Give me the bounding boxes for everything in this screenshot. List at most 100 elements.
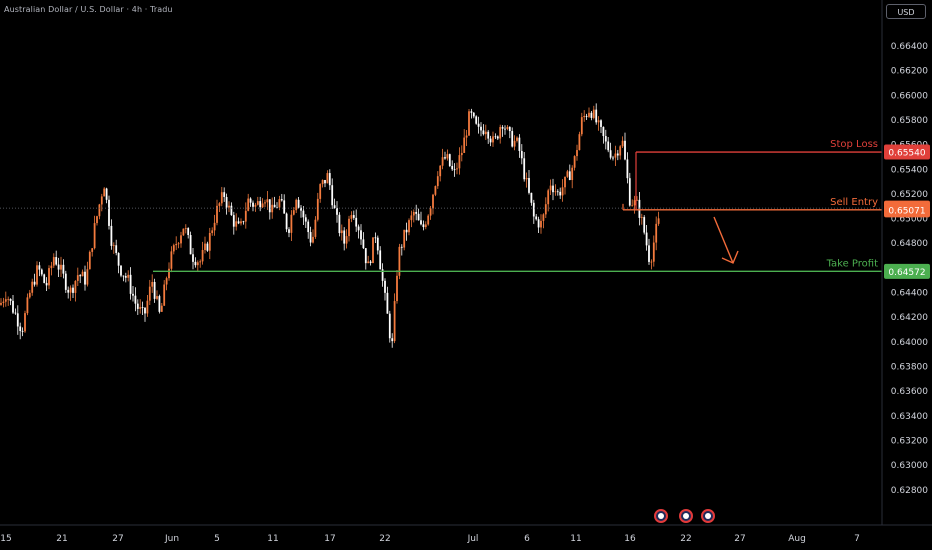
candle-body <box>24 313 26 332</box>
candle-body <box>432 194 434 209</box>
x-tick-label: 11 <box>570 534 581 544</box>
candle-body <box>381 269 384 281</box>
stop-loss-label: Stop Loss <box>830 139 878 150</box>
candle-body <box>175 244 178 246</box>
candle-body <box>232 215 235 227</box>
candle-body <box>43 274 46 283</box>
candle-body <box>182 228 185 236</box>
candle-body <box>501 127 504 129</box>
candle-body <box>504 128 506 130</box>
candle-body <box>614 153 617 158</box>
candle-body <box>211 230 214 233</box>
candle-body <box>86 269 89 285</box>
candle-body <box>144 307 146 314</box>
candle-body <box>93 223 96 249</box>
down-arrow-projection <box>713 216 739 264</box>
candle-body <box>564 176 566 188</box>
currency-selector[interactable]: USD <box>886 4 926 19</box>
candle-body <box>220 192 223 204</box>
x-tick-label: 11 <box>267 534 278 544</box>
candle-body <box>444 157 446 159</box>
candle-body <box>256 201 259 205</box>
candle-body <box>590 112 593 118</box>
candle-body <box>446 154 449 159</box>
candle-body <box>405 229 408 233</box>
candle-body <box>72 287 74 293</box>
candle-body <box>21 330 24 332</box>
candle-body <box>355 217 358 227</box>
candle-body <box>465 135 468 138</box>
candle-body <box>127 274 130 278</box>
candle-body <box>180 235 182 244</box>
candle-body <box>38 265 41 270</box>
time-axis[interactable]: 15 21 27 Jun 5 11 17 22 Jul 6 11 16 22 27 Aug 7 <box>0 534 860 544</box>
candle-body <box>225 196 228 208</box>
candle-body <box>240 221 242 224</box>
candle-body <box>79 275 82 277</box>
candle-body <box>213 222 216 231</box>
candle-body <box>19 326 22 331</box>
candle-body <box>319 184 322 199</box>
candle-body <box>91 248 94 252</box>
candle-body <box>376 237 379 251</box>
candle-body <box>117 252 120 266</box>
price-axis[interactable]: 0.664000.662000.660000.658000.656000.654… <box>891 42 928 496</box>
arrow-head <box>721 250 739 264</box>
candle-body <box>112 245 115 247</box>
candle-body <box>108 199 110 226</box>
candle-body <box>336 208 338 215</box>
candle-body <box>156 296 158 299</box>
candle-body <box>470 111 473 113</box>
us-flag-event-icon[interactable] <box>654 509 668 523</box>
candle-body <box>420 220 422 225</box>
au-flag-event-icon[interactable] <box>679 509 693 523</box>
y-tick-label: 0.64200 <box>891 313 928 323</box>
candle-body <box>50 265 53 269</box>
candle-body <box>321 179 324 185</box>
candle-body <box>362 239 365 249</box>
stop-loss-price-badge-text: 0.65540 <box>888 149 925 159</box>
candle-body <box>141 307 144 308</box>
candle-body <box>33 281 36 285</box>
candle-body <box>7 298 10 300</box>
candle-body <box>607 141 610 151</box>
candle-body <box>100 196 103 205</box>
candle-body <box>115 245 118 253</box>
economic-event-icons[interactable] <box>654 509 715 523</box>
candle-body <box>273 204 276 208</box>
candle-body <box>597 120 600 123</box>
candle-body <box>384 280 386 293</box>
candle-body <box>489 138 492 143</box>
arrow-shaft <box>713 216 734 264</box>
x-tick-label: 22 <box>680 534 691 544</box>
candle-body <box>31 281 34 293</box>
candle-body <box>525 178 528 180</box>
candle-body <box>652 242 655 262</box>
candle-body <box>14 312 17 314</box>
candle-body <box>520 150 523 159</box>
candle-body <box>300 207 302 211</box>
candle-body <box>429 208 432 216</box>
candle-body <box>45 282 48 286</box>
candle-series <box>0 103 660 348</box>
candle-body <box>331 185 334 206</box>
us-flag-event-icon[interactable] <box>701 509 715 523</box>
candle-body <box>74 280 77 293</box>
candle-body <box>252 202 254 207</box>
candle-body <box>508 126 511 132</box>
candle-body <box>391 338 394 342</box>
candle-body <box>588 112 590 117</box>
y-tick-label: 0.65800 <box>891 116 928 126</box>
candle-body <box>396 275 398 302</box>
candle-body <box>388 313 391 339</box>
candle-body <box>422 224 425 228</box>
candle-body <box>120 265 122 276</box>
y-tick-label: 0.62800 <box>891 486 928 496</box>
candle-body <box>386 292 389 314</box>
candle-body <box>340 230 343 234</box>
candle-body <box>57 264 60 270</box>
candle-body <box>266 199 269 203</box>
x-tick-label: 6 <box>524 534 530 544</box>
y-tick-label: 0.64800 <box>891 239 928 249</box>
